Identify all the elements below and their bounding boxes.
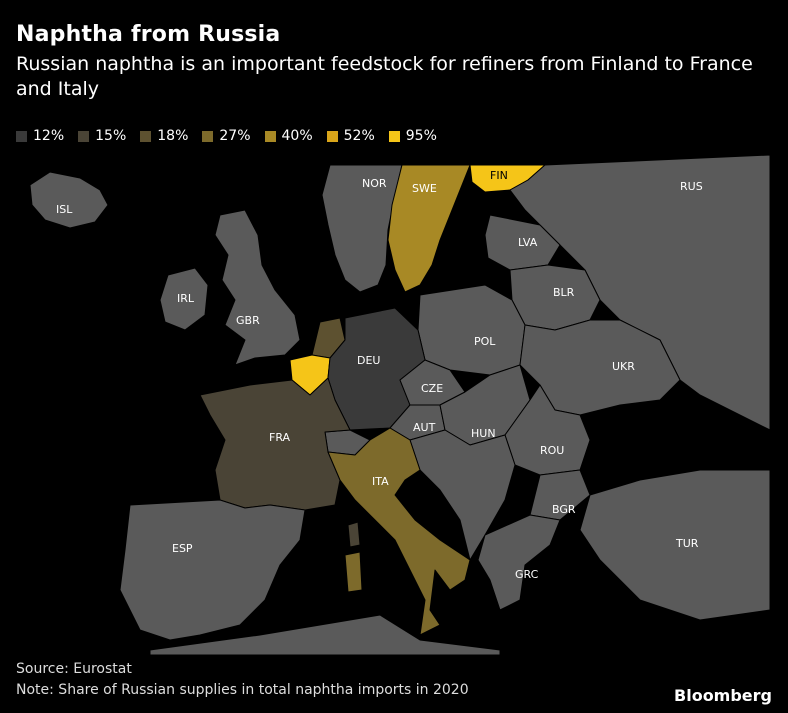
label-fra: FRA [269, 431, 291, 444]
label-blr: BLR [553, 286, 575, 299]
legend-label: 18% [157, 128, 189, 144]
country-esp [119, 499, 306, 641]
label-nor: NOR [362, 177, 387, 190]
legend-label: 95% [405, 128, 437, 144]
legend-label: 27% [219, 128, 251, 144]
legend-item: 12% [16, 128, 64, 144]
country-ita-sardinia [344, 551, 363, 593]
label-esp: ESP [172, 542, 193, 555]
legend-label: 15% [95, 128, 127, 144]
label-grc: GRC [515, 568, 539, 581]
label-ukr: UKR [612, 360, 635, 373]
label-irl: IRL [177, 292, 195, 305]
label-lva: LVA [518, 236, 538, 249]
label-ita: ITA [372, 475, 389, 488]
north-africa [149, 614, 501, 655]
bloomberg-logo: Bloomberg [674, 686, 772, 705]
country-swe [387, 164, 471, 293]
label-isl: ISL [56, 203, 73, 216]
label-rus: RUS [680, 180, 703, 193]
label-hun: HUN [471, 427, 496, 440]
legend-swatch [388, 130, 400, 142]
chart-title: Naphtha from Russia [16, 22, 281, 47]
label-swe: SWE [412, 182, 437, 195]
legend-swatch [16, 130, 27, 142]
label-tur: TUR [675, 537, 699, 550]
legend-item: 15% [78, 128, 126, 144]
legend-swatch [264, 130, 276, 142]
europe-map: ISL NOR SWE FIN RUS LVA BLR IRL GBR POL … [29, 155, 771, 655]
legend-item: 95% [388, 128, 437, 144]
country-ita [327, 427, 471, 636]
country-fra-corsica [347, 521, 361, 548]
country-tur [579, 469, 771, 621]
label-cze: CZE [421, 382, 443, 395]
label-deu: DEU [357, 354, 380, 367]
label-fin: FIN [490, 169, 508, 182]
legend-swatch [326, 130, 338, 142]
label-bgr: BGR [552, 503, 576, 516]
legend-item: 52% [326, 128, 375, 144]
country-rou [504, 384, 591, 476]
chart-subtitle: Russian naphtha is an important feedstoc… [16, 53, 753, 100]
footnote: Note: Share of Russian supplies in total… [16, 682, 469, 698]
label-aut: AUT [413, 421, 436, 434]
legend-item: 18% [140, 128, 188, 144]
legend: 12% 15% 18% 27% 40% 52% 95% [16, 128, 437, 144]
country-pol [417, 284, 526, 376]
legend-swatch [78, 130, 90, 142]
source-note: Source: Eurostat [16, 661, 132, 677]
label-rou: ROU [540, 444, 564, 457]
legend-label: 52% [343, 128, 375, 144]
country-balkans [409, 429, 516, 561]
country-labels: ISL NOR SWE FIN RUS LVA BLR IRL GBR POL … [56, 169, 703, 581]
legend-label: 40% [281, 128, 313, 144]
label-gbr: GBR [236, 314, 260, 327]
country-irl [159, 267, 209, 331]
legend-item: 40% [264, 128, 313, 144]
country-isl [29, 171, 109, 229]
country-bgr [529, 469, 591, 521]
legend-swatch [202, 130, 214, 142]
legend-label: 12% [33, 128, 65, 144]
legend-swatch [140, 130, 152, 142]
label-pol: POL [474, 335, 496, 348]
country-gbr [214, 209, 301, 366]
legend-item: 27% [202, 128, 251, 144]
country-grc [477, 514, 561, 611]
